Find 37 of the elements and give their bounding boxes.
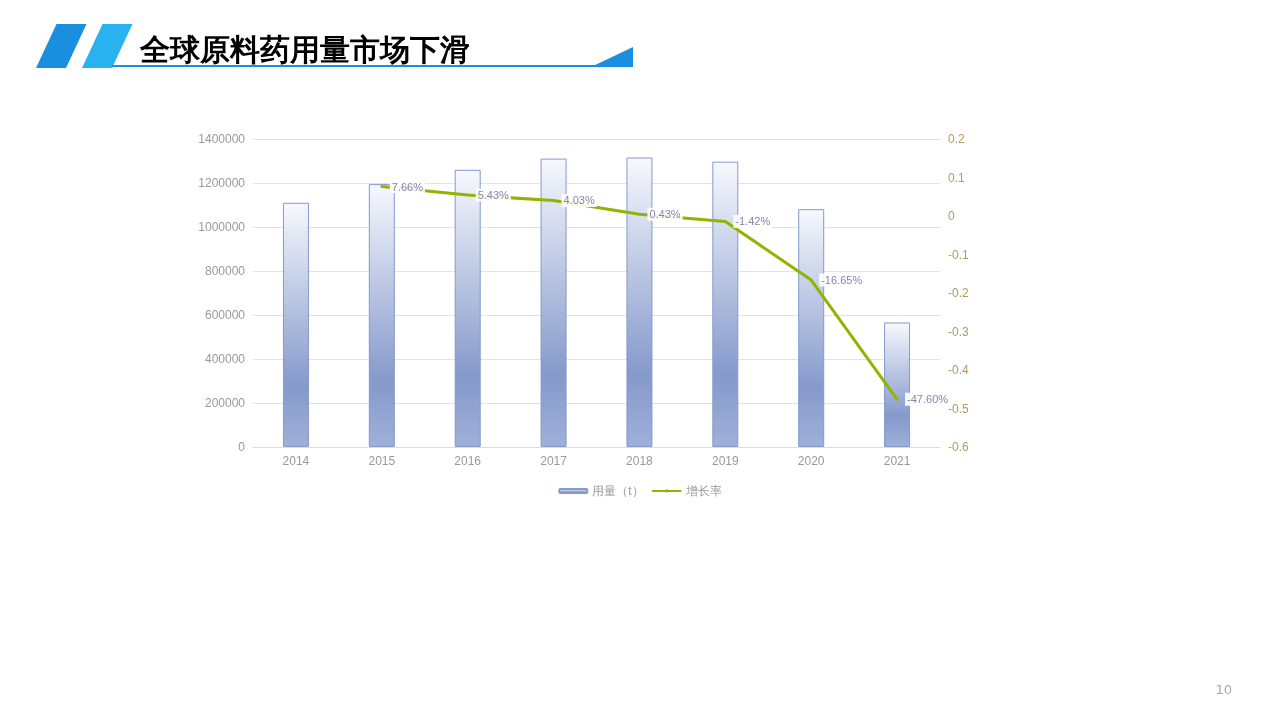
legend-label: 增长率 (684, 484, 722, 498)
legend-label: 用量（t） (592, 484, 644, 498)
y2-tick-label: 0 (948, 209, 955, 223)
data-label: -16.65% (821, 274, 863, 287)
y2-tick-label: -0.2 (948, 286, 969, 300)
y-tick-label: 400000 (204, 352, 246, 366)
data-label: 5.43% (477, 189, 510, 202)
x-tick-label: 2017 (540, 454, 568, 468)
y-tick-label: 0 (238, 440, 246, 454)
x-tick-label: 2021 (883, 454, 911, 468)
y2-tick-label: -0.6 (948, 440, 969, 454)
data-label: -47.60% (907, 393, 949, 406)
data-label: 4.03% (563, 194, 595, 207)
chart-title: 全球原料药用量市场下滑 (140, 31, 470, 69)
y-tick-label: 800000 (204, 264, 246, 278)
x-tick-label: 2016 (454, 454, 482, 468)
text: 10 (1215, 682, 1232, 697)
x-tick-label: 2020 (797, 454, 825, 468)
y-tick-label: 1400000 (198, 132, 246, 146)
x-tick-label: 2014 (282, 454, 310, 468)
x-tick-label: 2019 (711, 454, 739, 468)
y2-tick-label: 0.2 (948, 132, 966, 146)
y2-tick-label: -0.1 (948, 247, 969, 262)
y-tick-label: 600000 (204, 308, 246, 322)
y2-tick-label: 0.1 (948, 170, 966, 185)
y2-tick-label: -0.4 (948, 363, 969, 377)
data-label: 0.43% (649, 208, 681, 221)
x-tick-label: 2018 (626, 454, 654, 468)
bar (282, 202, 309, 447)
x-tick-label: 2015 (368, 454, 396, 468)
y-tick-label: 1000000 (198, 220, 246, 234)
y-tick-label: 200000 (204, 396, 246, 410)
y2-tick-label: -0.5 (948, 401, 969, 416)
y-tick-label: 1200000 (198, 176, 246, 190)
data-label: -1.42% (735, 215, 771, 228)
data-label: 7.66% (391, 180, 424, 193)
y2-tick-label: -0.3 (948, 324, 969, 339)
